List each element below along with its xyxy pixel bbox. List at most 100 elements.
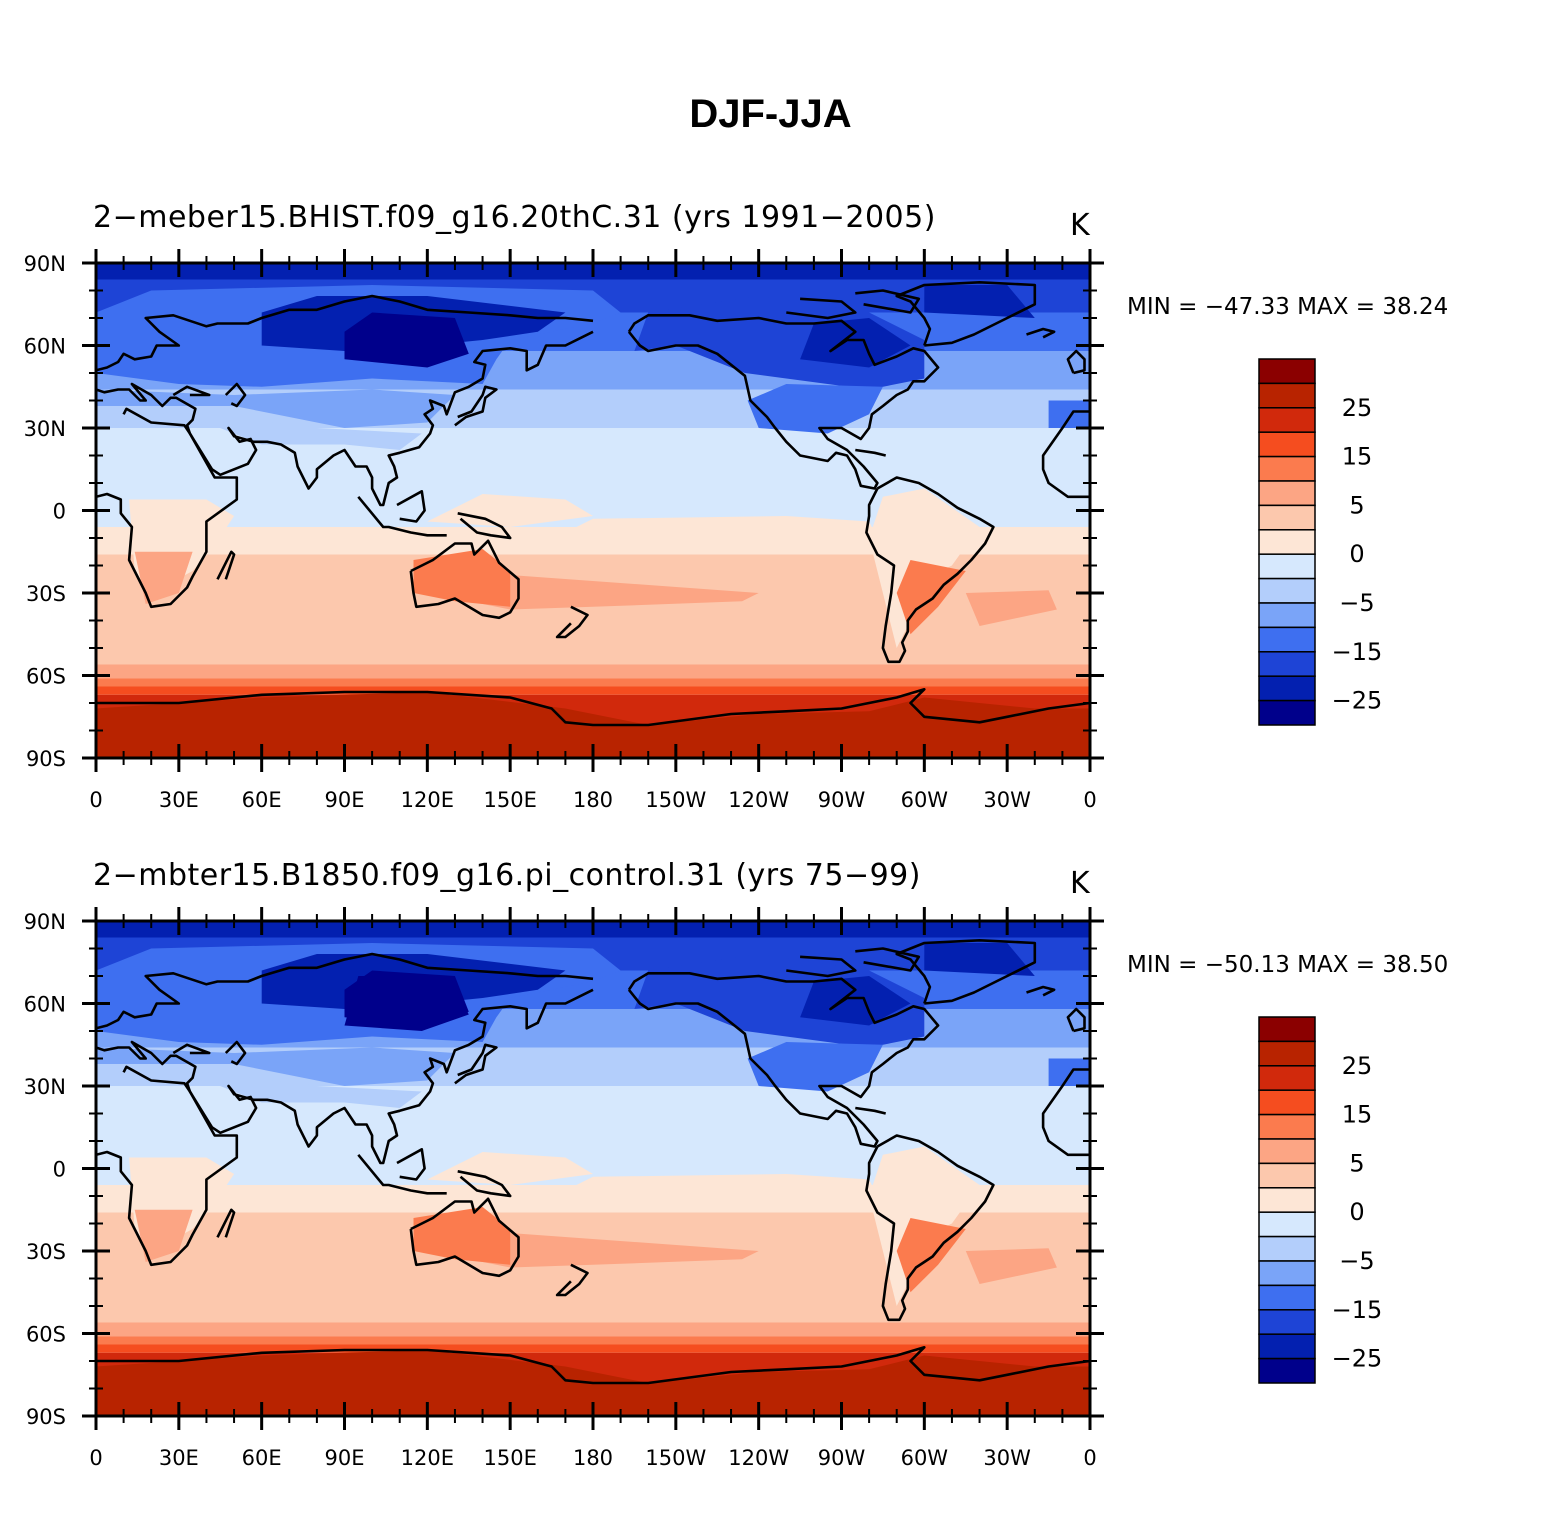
- coastline: [555, 1263, 589, 1297]
- lon-tick-label: 120E: [401, 788, 454, 812]
- coastline: [855, 289, 921, 314]
- lon-tick-label: 0: [1083, 788, 1096, 812]
- coastline: [224, 382, 247, 408]
- lon-tick-label: 150E: [483, 788, 536, 812]
- lat-tick-label: 30N: [24, 1075, 66, 1099]
- lat-tick-label: 90N: [24, 910, 66, 934]
- lon-tick-label: 90E: [325, 788, 365, 812]
- coastline: [555, 605, 589, 639]
- colorbar-box: [1258, 651, 1316, 677]
- colorbar-tick-label: 5: [1349, 491, 1364, 519]
- colorbar-box: [1258, 602, 1316, 629]
- lon-tick-label: 150W: [645, 788, 706, 812]
- contour-region: [344, 312, 469, 368]
- map-panel-top: 2−meber15.BHIST.f09_g16.20thC.31 (yrs 19…: [0, 190, 1541, 830]
- contour-region: [896, 1218, 966, 1293]
- temperature-map: 90N 60N 30N 0 30S 60S 90S 0 30E 60E 90E 120E 150E 180…: [24, 249, 1104, 812]
- colorbar-tick-label: −5: [1339, 1247, 1374, 1275]
- contour-band: [96, 686, 1090, 695]
- coastline: [396, 490, 426, 523]
- coastline: [895, 939, 1037, 1005]
- colorbar-box: [1258, 1211, 1316, 1238]
- coastline: [96, 688, 1090, 727]
- contour-region: [413, 549, 511, 607]
- colorbar-box: [1258, 553, 1316, 580]
- colorbar-box: [1258, 1309, 1316, 1335]
- contour-region: [427, 1152, 593, 1185]
- contour-region: [96, 1069, 422, 1108]
- lon-tick-label: 120E: [401, 1446, 454, 1470]
- colorbar-box: [1258, 382, 1316, 409]
- panel-subtitle: 2−mbter15.B1850.f09_g16.pi_control.31 (y…: [93, 858, 921, 893]
- contour-region: [800, 976, 911, 1026]
- coastline: [855, 947, 921, 972]
- coastline: [895, 281, 1037, 347]
- map-panel-bottom: 2−mbter15.B1850.f09_g16.pi_control.31 (y…: [0, 848, 1541, 1488]
- axes: 90N 60N 30N 0 30S 60S 90S 0 30E 60E 90E 120E 150E 180…: [24, 249, 1104, 812]
- coastline: [454, 1043, 498, 1085]
- lon-tick-label: 0: [89, 788, 102, 812]
- colorbar-box: [1258, 455, 1316, 482]
- colorbar-box: [1258, 358, 1316, 385]
- coastline: [96, 294, 594, 372]
- lon-tick-label: 30E: [159, 788, 199, 812]
- colorbar-box: [1258, 1065, 1316, 1091]
- min-max-label: MIN = −50.13 MAX = 38.50: [1127, 952, 1449, 978]
- units-label: K: [1070, 866, 1090, 901]
- contour-band: [96, 664, 1090, 679]
- coastline: [224, 1040, 247, 1066]
- lat-tick-label: 30S: [26, 1240, 66, 1264]
- colorbar-box: [1258, 1113, 1316, 1140]
- figure-title: DJF-JJA: [689, 92, 852, 136]
- lon-tick-label: 90E: [325, 1446, 365, 1470]
- lat-tick-label: 30S: [26, 582, 66, 606]
- contour-band: [96, 1344, 1090, 1353]
- contour-band: [96, 1086, 1090, 1152]
- contour-region: [800, 318, 911, 368]
- colorbar-box: [1258, 1089, 1316, 1116]
- contour-region: [344, 976, 469, 1031]
- colorbar-box: [1258, 407, 1316, 433]
- lat-tick-label: 60N: [24, 335, 66, 359]
- lon-tick-label: 180: [573, 1446, 613, 1470]
- coastline: [96, 330, 594, 507]
- lon-tick-label: 0: [1083, 1446, 1096, 1470]
- contour-region: [1048, 1058, 1090, 1086]
- contour-region: [747, 384, 883, 434]
- coastline: [786, 955, 857, 978]
- lon-tick-label: 0: [89, 1446, 102, 1470]
- coastline: [1026, 327, 1056, 339]
- lon-tick-label: 120W: [728, 788, 789, 812]
- contour-region: [413, 1207, 511, 1265]
- contour-region: [924, 943, 1035, 976]
- coastline: [172, 1043, 211, 1055]
- coastline: [1041, 1068, 1090, 1157]
- lat-tick-label: 90N: [24, 252, 66, 276]
- colorbar-box: [1258, 1235, 1316, 1262]
- colorbar-tick-label: −25: [1332, 687, 1383, 715]
- lon-tick-label: 60W: [901, 788, 949, 812]
- contour-band: [96, 1322, 1090, 1337]
- colorbar-tick-label: 15: [1342, 443, 1373, 471]
- min-max-label: MIN = −47.33 MAX = 38.24: [1127, 294, 1449, 320]
- lat-tick-label: 60N: [24, 993, 66, 1017]
- colorbar-box: [1258, 1260, 1316, 1287]
- coastline: [627, 314, 940, 490]
- axes: 90N 60N 30N 0 30S 60S 90S 0 30E 60E 90E 120E 150E 180…: [24, 907, 1104, 1470]
- colorbar-box: [1258, 1333, 1316, 1360]
- coastline: [627, 972, 940, 1148]
- coastline: [855, 1106, 887, 1115]
- colorbar-box: [1258, 626, 1316, 653]
- lon-tick-label: 60E: [242, 788, 282, 812]
- coastline: [457, 1170, 512, 1198]
- contour-region: [96, 411, 422, 450]
- colorbar-tick-label: −15: [1332, 638, 1383, 666]
- colorbar-box: [1258, 1138, 1316, 1165]
- coastline: [216, 1208, 236, 1238]
- contour-region: [427, 494, 593, 527]
- lon-tick-label: 30W: [983, 1446, 1031, 1470]
- colorbar-tick-label: 0: [1349, 1198, 1364, 1226]
- colorbar-tick-label: 5: [1349, 1149, 1364, 1177]
- lat-tick-label: 30N: [24, 417, 66, 441]
- colorbar-box: [1258, 1284, 1316, 1311]
